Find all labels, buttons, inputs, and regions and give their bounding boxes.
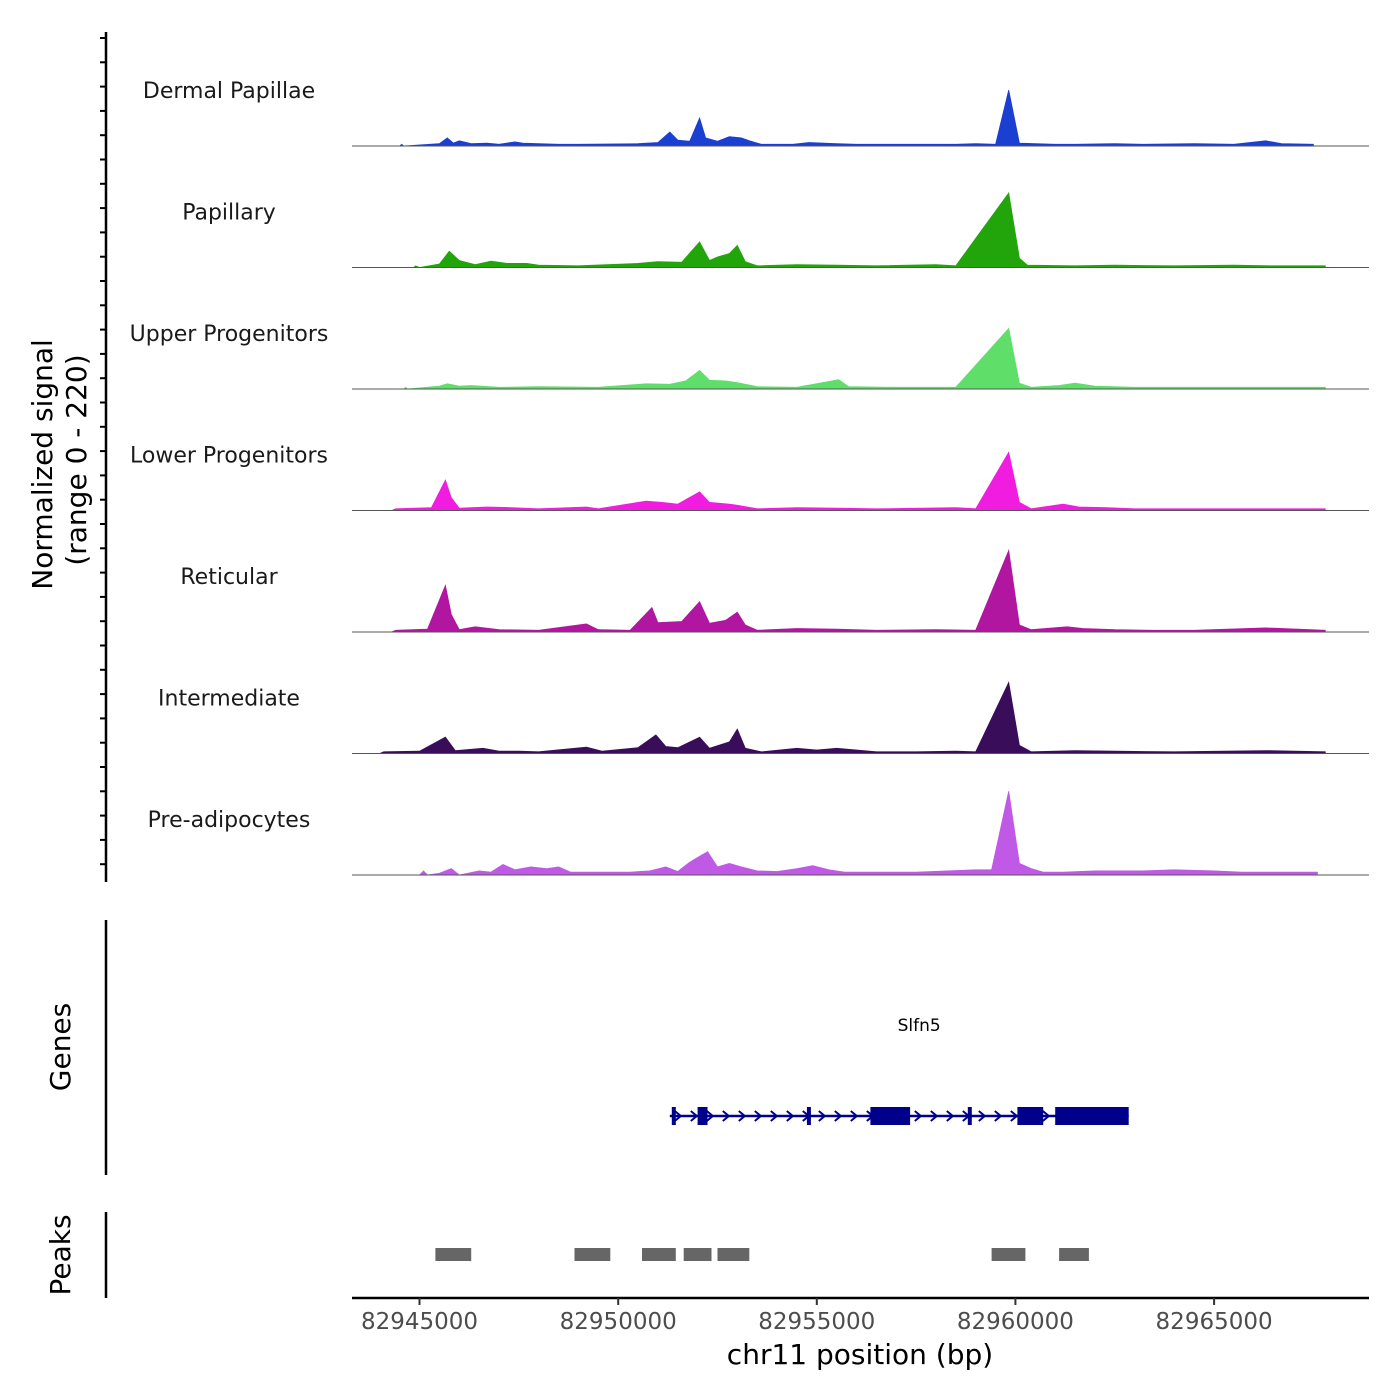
- peaks-panel-title: Peaks: [44, 1214, 77, 1295]
- track-label-1: Dermal Papillae: [143, 79, 315, 104]
- signal-area-3: [402, 327, 1326, 390]
- x-tick-label: 82965000: [1156, 1309, 1273, 1335]
- strand-arrow: [914, 1110, 923, 1122]
- strand-arrow: [818, 1110, 827, 1122]
- strand-arrow: [946, 1110, 955, 1122]
- strand-arrow: [722, 1110, 731, 1122]
- y-axis-title-line2: (range 0 - 220): [60, 354, 93, 565]
- peak-region-6: [991, 1248, 1026, 1261]
- peak-regions: [435, 1248, 1089, 1261]
- signal-area-5: [391, 548, 1326, 633]
- peak-region-4: [683, 1248, 712, 1261]
- strand-arrow: [674, 1110, 683, 1122]
- y-axis-title-line1: Normalized signal: [26, 339, 59, 590]
- gene-model: [669, 1107, 1129, 1125]
- signal-y-axis-ticks: [100, 37, 106, 866]
- strand-arrow: [850, 1110, 859, 1122]
- strand-arrow: [738, 1110, 747, 1122]
- x-axis-title: chr11 position (bp): [727, 1338, 993, 1371]
- signal-tracks: Dermal Papillae Papillary Upper Progenitor…: [130, 79, 1369, 876]
- x-axis-ticks: 82945000 82950000 82955000 82960000 82965000: [361, 1298, 1273, 1335]
- strand-arrow: [690, 1110, 699, 1122]
- strand-arrow: [706, 1110, 715, 1122]
- peak-region-7: [1059, 1248, 1089, 1261]
- gene-exon-1: [671, 1107, 676, 1125]
- strand-arrow: [770, 1110, 779, 1122]
- gene-exon-2: [697, 1107, 708, 1125]
- track-label-5: Reticular: [180, 565, 278, 590]
- strand-arrow: [754, 1110, 763, 1122]
- signal-area-7: [418, 791, 1318, 876]
- track-label-6: Intermediate: [158, 687, 300, 712]
- gene-exon-6: [1017, 1107, 1044, 1125]
- gene-exon-7: [1055, 1107, 1129, 1125]
- strand-arrow: [786, 1110, 795, 1122]
- x-tick-label: 82950000: [560, 1309, 677, 1335]
- x-tick-label: 82960000: [957, 1309, 1074, 1335]
- strand-arrow: [978, 1110, 987, 1122]
- track-label-2: Papillary: [182, 201, 276, 226]
- strand-arrow: [834, 1110, 843, 1122]
- genes-panel-title: Genes: [44, 1003, 77, 1091]
- gene-exon-3: [806, 1107, 811, 1125]
- track-label-4: Lower Progenitors: [130, 444, 328, 469]
- gene-exon-5: [967, 1107, 972, 1125]
- signal-area-1: [398, 90, 1314, 147]
- track-label-7: Pre-adipocytes: [148, 808, 311, 833]
- peak-region-3: [642, 1248, 676, 1261]
- strand-arrow: [1042, 1110, 1051, 1122]
- y-axis-title: Normalized signal (range 0 - 220): [26, 330, 93, 589]
- track-label-3: Upper Progenitors: [130, 322, 329, 347]
- x-tick-label: 82955000: [758, 1309, 875, 1335]
- strand-arrow: [930, 1110, 939, 1122]
- signal-area-2: [412, 191, 1326, 268]
- peak-region-2: [574, 1248, 611, 1261]
- x-tick-label: 82945000: [361, 1309, 478, 1335]
- gene-name-label: Slfn5: [898, 1016, 941, 1036]
- signal-area-4: [391, 451, 1326, 511]
- strand-arrow: [994, 1110, 1003, 1122]
- gene-exon-4: [870, 1107, 911, 1125]
- signal-area-6: [379, 681, 1326, 754]
- peak-region-1: [435, 1248, 472, 1261]
- peak-region-5: [717, 1248, 750, 1261]
- strand-arrow: [1010, 1110, 1019, 1122]
